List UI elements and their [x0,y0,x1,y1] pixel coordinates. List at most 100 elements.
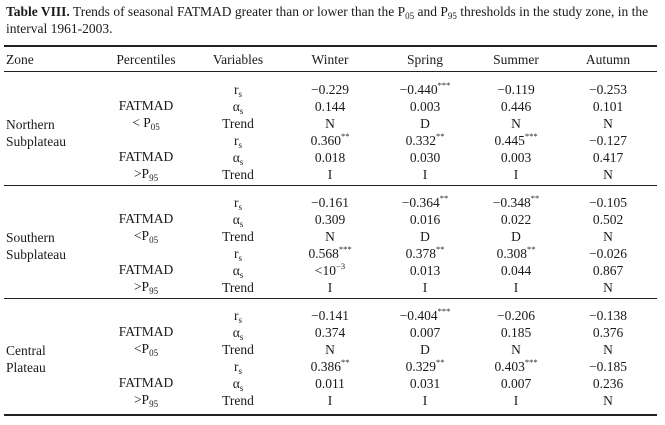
variable-subscript: s [239,157,244,167]
cell-value: 0.101 [592,99,624,114]
header-winter: Winter [311,52,349,67]
percentile-threshold: <P05 [134,228,158,245]
variable-symbol: Trend [222,280,254,295]
variable-subscript: s [238,315,243,325]
table-cell: 0.022 [501,212,531,228]
variable-label: rs [233,246,243,263]
variable-label: Trend [222,167,254,183]
cell-value: 0.007 [409,325,441,340]
zone-label: Northern [6,117,55,132]
variable-symbol: r [233,246,239,261]
variable-symbol: α [232,325,240,340]
cell-value: 0.022 [500,212,532,227]
table-cell: 0.502 [593,212,623,228]
percentile-label: FATMAD [118,324,174,339]
table-cell: D [420,342,430,358]
group-separator [4,298,657,299]
cell-value: 0.502 [592,212,624,227]
table-cell: 0.011 [315,376,345,392]
table-cell: N [325,229,335,245]
variable-subscript: s [238,140,243,150]
percentile-threshold-prefix: >P [133,279,150,294]
cell-value: 0.044 [500,263,532,278]
variable-symbol: Trend [222,167,254,182]
cell-value: −0.161 [311,195,349,210]
table-cell: N [511,342,521,358]
variable-subscript: s [239,106,244,116]
table-cell: −0.026 [589,246,627,262]
group-separator [4,185,657,186]
variable-subscript: s [238,253,243,263]
table-cell: −0.253 [589,82,627,98]
cell-value: −0.127 [589,133,627,148]
table-cell: 0.016 [410,212,440,228]
table-cell: I [328,167,333,183]
cell-value: I [422,280,428,295]
cell-value: N [325,342,335,357]
variable-label: αs [233,99,244,116]
table-cell: N [603,116,613,132]
caption-text-post: thresholds in the study zone, in the int… [6,4,649,36]
significance-mark: ** [526,244,536,254]
zone-label: Central [6,343,46,358]
variable-symbol: α [232,212,240,227]
table-cell: N [511,116,521,132]
cell-value: −0.138 [589,308,627,323]
significance-mark: *** [524,357,538,367]
cell-value: N [511,342,521,357]
variable-symbol: α [232,263,240,278]
cell-value: 0.378 [405,246,436,261]
cell-value: 0.374 [314,325,346,340]
significance-mark: ** [439,193,449,203]
variable-subscript: s [238,89,243,99]
cell-value: I [327,167,333,182]
cell-value: N [603,167,613,182]
table-cell: 0.013 [410,263,440,279]
variable-label: αs [232,325,244,342]
variable-symbol: α [232,150,240,165]
table-cell: −0.105 [589,195,627,211]
cell-value: −0.141 [311,308,349,323]
variable-label: rs [234,308,243,325]
table-cell: −0.138 [589,308,627,324]
variable-subscript: s [239,270,244,280]
table-cell: 0.417 [593,150,623,166]
table-cell: 0.308** [497,244,536,262]
table-cell: I [514,167,519,183]
cell-value: −0.105 [589,195,627,210]
table-cell: −0.364** [401,193,449,211]
header-autumn: Autumn [585,52,631,67]
percentile-threshold-prefix: >P [133,166,150,181]
variable-label: αs [232,150,244,167]
table-cell: <10−3 [315,262,345,279]
table-cell: 0.144 [315,99,345,115]
cell-value: 0.007 [500,376,532,391]
caption-label: Table VIII. [6,4,70,19]
variable-symbol: α [232,376,240,391]
cell-value: 0.011 [315,376,345,391]
cell-value: D [420,342,430,357]
percentile-threshold-prefix: >P [133,392,150,407]
cell-value: −0.364 [401,195,440,210]
cell-value: D [420,116,430,131]
table-cell: −0.348** [493,194,540,211]
header-percentiles: Percentiles [116,52,176,67]
table-cell: 0.374 [315,325,345,341]
cell-value: 0.236 [592,376,624,391]
table-cell: N [603,393,613,409]
zone-label: Subplateau [6,134,66,149]
table-cell: I [514,393,519,409]
table-cell: −0.206 [497,308,535,324]
caption-text-mid: and P [414,4,448,19]
table-cell: −0.127 [589,133,627,149]
table-cell: D [420,116,430,132]
cell-value: 0.332 [405,133,436,148]
cell-value: −0.185 [589,359,627,374]
caption-sub2: 95 [447,11,457,21]
cell-value: 0.016 [409,212,441,227]
cell-value: 0.386 [310,359,341,374]
variable-subscript: s [238,202,243,212]
cell-value: I [327,280,333,295]
table-cell: 0.101 [593,99,623,115]
cell-value: −0.440 [399,82,438,97]
